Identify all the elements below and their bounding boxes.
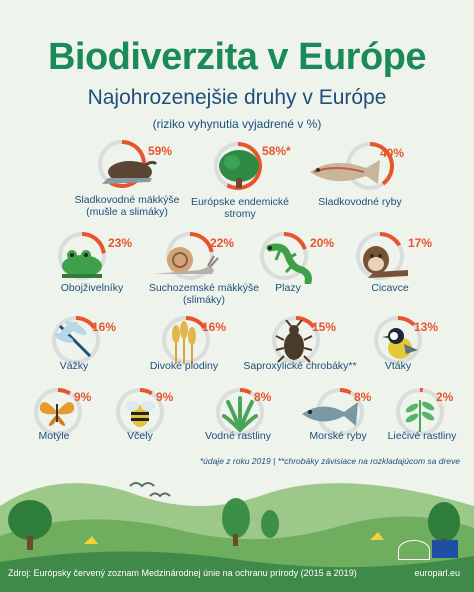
risk-percent: 15%: [312, 320, 337, 334]
species-label: Vážky: [59, 360, 89, 372]
risk-percent: 23%: [108, 236, 133, 250]
dragonfly-icon: [54, 321, 92, 358]
risk-percent: 8%: [254, 390, 272, 404]
unit-note: (riziko vyhynutia vyjadrené v %): [152, 117, 322, 131]
species-item-medicinal-plants: 2% Liečivé rastliny: [362, 388, 474, 468]
species-item-freshwater-molluscs: 59% Sladkovodné mäkkýše (mušle a slimáky…: [66, 140, 186, 220]
risk-percent: 40%: [380, 146, 405, 160]
risk-percent: 59%: [148, 144, 173, 158]
ep-logo: [398, 540, 430, 560]
risk-percent: 13%: [414, 320, 439, 334]
risk-percent: 2%: [436, 390, 454, 404]
otter-icon: [363, 246, 408, 278]
species-label: Obojživelníky: [60, 282, 124, 294]
risk-percent: 9%: [74, 390, 92, 404]
risk-percent: 16%: [202, 320, 227, 334]
species-label: Vtáky: [384, 360, 412, 372]
risk-percent: 22%: [210, 236, 235, 250]
risk-percent: 20%: [310, 236, 335, 250]
species-item-freshwater-fish: 40% Sladkovodné ryby: [300, 140, 420, 220]
risk-percent: 16%: [92, 320, 117, 334]
species-item-dragonflies: 16% Vážky: [14, 316, 134, 396]
marine-fish-icon: [302, 402, 358, 426]
landscape-illustration: [0, 482, 474, 592]
risk-percent: 17%: [408, 236, 433, 250]
species-item-birds: 13% Vtáky: [338, 316, 458, 396]
species-label: Suchozemské mäkkýše (slimáky): [148, 282, 260, 306]
wheat-icon: [172, 321, 196, 364]
species-item-mammals: 17% Cicavce: [330, 232, 450, 312]
bird-icon: [382, 328, 418, 359]
species-item-bees: 9% Včely: [80, 388, 200, 468]
species-item-aquatic-plants: 8% Vodné rastliny: [178, 388, 298, 468]
species-item-reptiles: 20% Plazy: [252, 232, 372, 312]
species-item-land-snails: 22% Suchozemské mäkkýše (slimáky): [140, 232, 260, 312]
species-label: Liečivé rastliny: [387, 430, 457, 442]
species-item-wild-crops: 16% Divoké plodiny: [122, 316, 242, 396]
beetle-icon: [275, 320, 313, 363]
bee-icon: [125, 401, 155, 427]
lizard-icon: [266, 243, 312, 284]
water-plant-icon: [222, 396, 258, 432]
footnote: *údaje z roku 2019 | **chrobáky závisiac…: [199, 456, 460, 466]
tree-icon: [219, 150, 259, 188]
risk-percent: 8%: [354, 390, 372, 404]
page-title: Biodiverzita v Európe: [47, 36, 427, 78]
species-item-saproxylic-beetles: 15% Saproxylické chrobáky**: [228, 316, 357, 396]
species-item-endemic-trees: 58%* Európske endemické stromy: [180, 140, 300, 220]
species-item-butterflies: 9% Motýle: [0, 388, 114, 468]
species-label: Plazy: [275, 282, 301, 294]
source-note: Zdroj: Európsky červený zoznam Medzináro…: [8, 568, 357, 578]
snail-icon: [154, 247, 219, 274]
species-label: Sladkovodné mäkkýše (mušle a slimáky): [74, 194, 180, 218]
europarl-link[interactable]: europarl.eu: [414, 568, 460, 578]
species-item-marine-fish: 8% Morské ryby: [278, 388, 398, 468]
eu-flag-icon: [432, 540, 458, 558]
species-label: Divoké plodiny: [149, 360, 219, 372]
freshwater-mollusc-icon: [102, 160, 158, 184]
risk-percent: 58%*: [262, 144, 291, 158]
risk-percent: 9%: [156, 390, 174, 404]
butterfly-icon: [39, 402, 75, 426]
species-label: Cicavce: [371, 282, 409, 294]
species-label: Vodné rastliny: [205, 430, 271, 442]
page-subtitle: Najohrozenejšie druhy v Európe: [87, 86, 387, 109]
species-label: Saproxylické chrobáky**: [243, 360, 357, 372]
species-label: Včely: [127, 430, 153, 442]
species-item-amphibians: 23% Obojživelníky: [32, 232, 152, 312]
species-label: Morské ryby: [309, 430, 367, 442]
medicinal-plant-icon: [405, 400, 435, 432]
species-label: Sladkovodné ryby: [318, 196, 402, 208]
species-label: Motýle: [38, 430, 70, 442]
frog-icon: [62, 250, 102, 278]
species-label: Európske endemické stromy: [190, 196, 290, 220]
freshwater-fish-icon: [310, 160, 380, 184]
